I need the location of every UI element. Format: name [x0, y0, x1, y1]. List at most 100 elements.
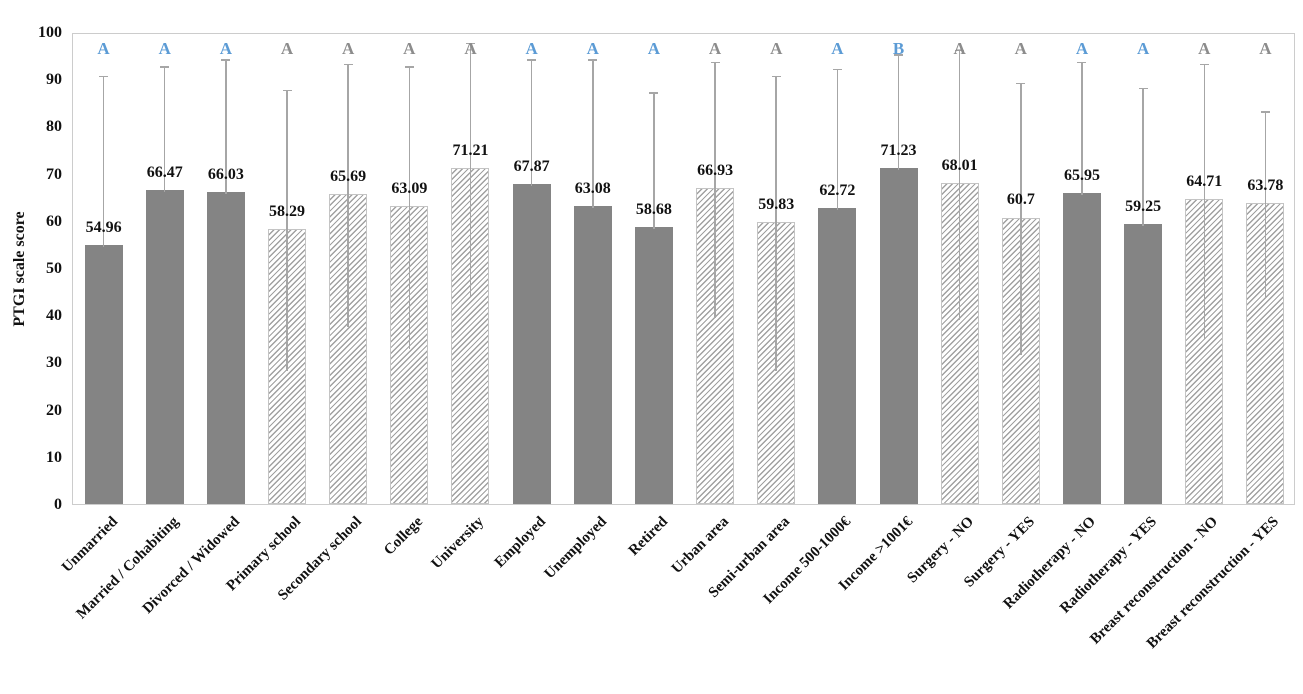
significance-letter: A — [1075, 39, 1089, 58]
y-tick-label: 60 — [46, 212, 62, 230]
plot-area: 54.96 A 66.47 A 66.03 A 58.29 A 65.69 A 63.09 A 71.2… — [72, 33, 1295, 505]
error-bar-top-cap — [1138, 87, 1148, 90]
error-bar — [958, 50, 961, 320]
y-tick-label: 70 — [46, 165, 62, 183]
bar-solid — [879, 167, 918, 504]
error-bar — [1203, 64, 1206, 339]
x-category-label: Urban area — [668, 513, 733, 577]
bar-solid — [1124, 224, 1163, 504]
x-category-label: Employed — [491, 513, 549, 571]
error-bar — [1142, 88, 1144, 227]
bar-value-label: 58.68 — [635, 201, 672, 219]
x-category-label: Retired — [625, 513, 671, 559]
error-bar-top-cap — [955, 49, 965, 52]
bar-value-label: 62.72 — [819, 181, 856, 199]
error-bar — [775, 76, 777, 371]
y-tick-label: 100 — [38, 24, 62, 41]
significance-letter: A — [219, 39, 233, 58]
error-bar — [163, 67, 166, 193]
significance-letter: A — [647, 39, 661, 58]
bar-value-label: 71.23 — [880, 141, 917, 159]
error-bar-top-cap — [1016, 82, 1026, 85]
bar-solid — [1062, 192, 1101, 504]
error-bar-top-cap — [894, 54, 904, 56]
y-tick-label: 0 — [54, 496, 62, 513]
significance-letter: A — [586, 39, 599, 58]
significance-letter: A — [831, 39, 844, 58]
error-bar — [469, 43, 472, 297]
bar-value-label: 54.96 — [85, 218, 122, 236]
error-bar — [530, 59, 533, 186]
bar-value-label: 58.29 — [269, 202, 306, 220]
significance-letter: A — [342, 39, 355, 58]
significance-letter: A — [280, 39, 294, 58]
bar-value-label: 66.47 — [146, 164, 183, 182]
error-bar — [225, 59, 227, 195]
y-tick-label: 40 — [46, 307, 62, 325]
bar-value-label: 63.08 — [574, 180, 611, 198]
x-category-label: Unmarried — [58, 513, 121, 576]
significance-letter: A — [1198, 39, 1211, 58]
error-bar-top-cap — [282, 89, 292, 92]
error-bar — [102, 76, 105, 247]
error-bar — [592, 59, 594, 209]
y-tick-label: 80 — [46, 118, 62, 136]
bar-value-label: 60.7 — [1006, 191, 1035, 209]
x-category-label: College — [381, 513, 427, 559]
error-bar — [286, 90, 288, 371]
x-category-label: Married / Cohabiting — [73, 513, 182, 623]
significance-letter: A — [1259, 39, 1272, 58]
error-bar — [714, 62, 716, 318]
error-bar — [897, 55, 900, 170]
bar-value-label: 68.01 — [941, 156, 978, 174]
error-bar-top-cap — [1260, 111, 1270, 113]
error-bar-top-cap — [404, 66, 414, 68]
error-bar — [1264, 111, 1267, 298]
significance-letter: A — [1136, 39, 1150, 58]
y-tick-label: 20 — [46, 401, 62, 419]
significance-letter: A — [525, 39, 538, 58]
bar-value-label: 59.25 — [1125, 198, 1162, 216]
error-bar — [653, 93, 655, 230]
significance-letter: A — [770, 39, 783, 58]
bar-value-label: 67.87 — [513, 157, 550, 175]
error-bar — [1020, 83, 1022, 356]
error-bar-top-cap — [99, 75, 109, 78]
significance-letter: A — [1014, 39, 1027, 58]
error-bar-top-cap — [1199, 63, 1209, 66]
significance-letter: A — [97, 39, 110, 58]
y-tick-label: 10 — [46, 448, 62, 466]
significance-letter: B — [892, 39, 905, 58]
error-bar-top-cap — [588, 59, 598, 61]
bar-solid — [512, 183, 551, 504]
significance-letter: A — [158, 39, 171, 58]
x-category-label: Unemployed — [541, 513, 610, 583]
error-bar-top-cap — [832, 68, 842, 71]
error-bar — [836, 69, 839, 210]
bar-hatch — [390, 206, 429, 504]
significance-letter: A — [708, 39, 722, 58]
bar-value-label: 63.78 — [1247, 176, 1284, 194]
significance-letter: A — [403, 39, 416, 58]
x-category-label: University — [429, 513, 488, 573]
bar-value-label: 65.95 — [1063, 166, 1100, 184]
error-bar-top-cap — [1077, 61, 1087, 64]
error-bar-top-cap — [649, 92, 659, 94]
error-bar-top-cap — [527, 59, 537, 61]
y-tick-label: 50 — [46, 260, 62, 277]
bar-value-label: 64.71 — [1186, 172, 1223, 190]
error-bar-top-cap — [160, 66, 170, 68]
bar-solid — [206, 192, 245, 504]
bar-value-label: 63.09 — [391, 180, 428, 198]
error-bar-top-cap — [465, 42, 475, 45]
error-bar-top-cap — [343, 63, 353, 66]
significance-letter: A — [464, 39, 477, 58]
error-bar — [408, 67, 411, 350]
bar-value-label: 71.21 — [452, 141, 489, 159]
error-bar-top-cap — [771, 75, 781, 78]
error-bar — [1081, 62, 1083, 195]
bar-solid — [634, 227, 673, 504]
y-tick-label: 90 — [46, 71, 62, 89]
y-tick-label: 30 — [46, 354, 62, 372]
